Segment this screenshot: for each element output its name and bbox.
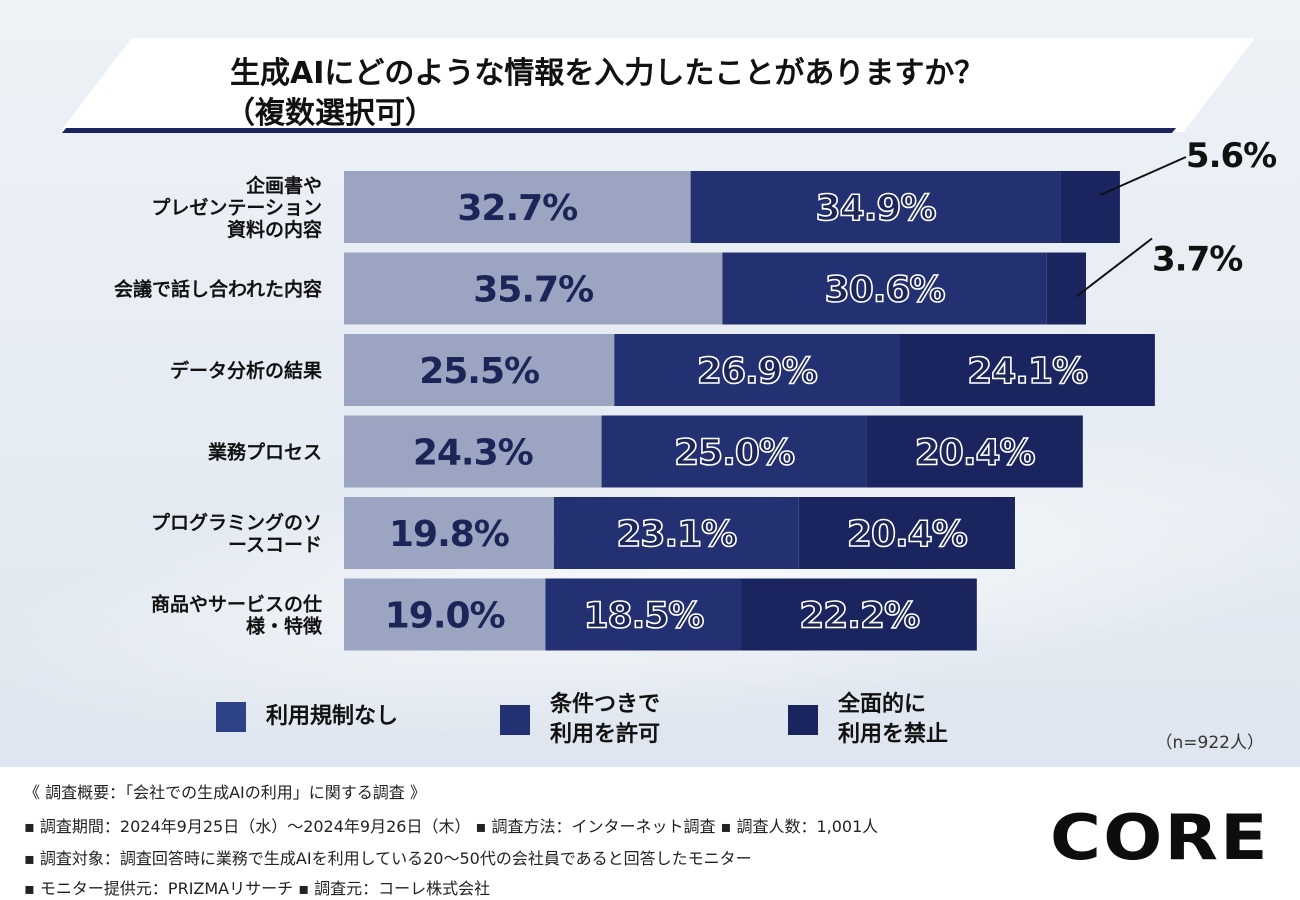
title-banner	[60, 38, 1255, 132]
bar-label-full-ban-outside: 3.7%	[1152, 240, 1242, 280]
bar-segment-no-restriction	[344, 578, 546, 651]
bar-segment-full-ban	[1060, 171, 1120, 243]
bar-label-conditional: 18.5%	[583, 596, 703, 637]
legend-swatch-full-ban	[788, 705, 818, 735]
leader-line	[1075, 237, 1153, 298]
bar-label-full-ban: 22.2%	[799, 596, 919, 637]
bar-label-conditional: 26.9%	[697, 351, 817, 392]
legend-label-full-ban: 全面的に 利用を禁止	[838, 690, 978, 750]
bar-segment-conditional	[601, 415, 867, 488]
bar-label-conditional: 34.9%	[816, 188, 936, 229]
category-label: プログラミングのソースコード	[151, 511, 322, 556]
chart-title: 生成AIにどのような情報を入力したことがありますか？	[230, 56, 985, 91]
core-logo: CORE	[1050, 801, 1270, 874]
legend-swatch-no-restriction	[216, 702, 246, 732]
bar-segment-full-ban	[741, 578, 977, 651]
category-label: データ分析の結果	[170, 359, 322, 382]
bar-segment-conditional	[614, 334, 900, 406]
bar-segment-conditional	[553, 497, 799, 569]
legend-label-conditional-line-1: 条件つきで	[550, 692, 661, 717]
bar-label-no-restriction: 35.7%	[473, 270, 593, 311]
category-label: 企画書やプレゼンテーション資料の内容	[151, 174, 322, 241]
survey-provider: ▪ モニター提供元：PRIZMAリサーチ ▪ 調査元：コーレ株式会社	[24, 879, 491, 898]
legend-item-conditional: 条件つきで 利用を許可	[500, 690, 690, 750]
bar-segment-full-ban	[798, 497, 1015, 569]
survey-period-method-count: ▪ 調査期間：2024年9月25日（水）～2024年9月26日（木） ▪ 調査方…	[24, 817, 879, 836]
legend-swatch-conditional	[500, 705, 530, 735]
bar-segment-conditional	[545, 578, 742, 651]
legend-label-full-ban-line-2: 利用を禁止	[838, 722, 949, 747]
bar-label-full-ban-outside: 5.6%	[1186, 136, 1276, 176]
bar-segment-full-ban	[866, 415, 1083, 488]
legend-label-conditional-line-2: 利用を許可	[550, 722, 661, 747]
legend-item-full-ban: 全面的に 利用を禁止	[788, 690, 978, 750]
bar-segment-no-restriction	[344, 415, 602, 488]
category-label: 会議で話し合われた内容	[114, 278, 322, 301]
legend-label-full-ban-line-1: 全面的に	[838, 692, 927, 717]
bar-segment-no-restriction	[344, 497, 554, 569]
survey-overview-heading: 《 調査概要：「会社での生成AIの利用」に関する調査 》	[24, 783, 426, 802]
bar-label-no-restriction: 24.3%	[413, 433, 533, 474]
bar-label-conditional: 23.1%	[616, 514, 736, 555]
legend-label-no-restriction: 利用規制なし	[266, 704, 399, 729]
bar-segment-conditional	[722, 252, 1047, 325]
bar-segment-full-ban	[1046, 252, 1086, 325]
legend-label-conditional: 条件つきで 利用を許可	[550, 690, 690, 750]
bar-label-no-restriction: 19.8%	[389, 514, 509, 555]
sample-size-note: （n=922人）	[1155, 733, 1264, 753]
survey-footer: 《 調査概要：「会社での生成AIの利用」に関する調査 》 ▪ 調査期間：2024…	[0, 767, 1300, 900]
chart-panel: 生成AIにどのような情報を入力したことがありますか？ （複数選択可） 企画書やプ…	[0, 0, 1300, 767]
legend-item-no-restriction: 利用規制なし	[216, 702, 406, 732]
bar-label-full-ban: 24.1%	[967, 351, 1087, 392]
bar-label-no-restriction: 32.7%	[457, 188, 577, 229]
stacked-bar-chart: 企画書やプレゼンテーション資料の内容 32.7% 34.9% 5.6% 会議で話し合われ…	[114, 136, 1277, 651]
bar-segment-no-restriction	[344, 334, 615, 406]
bar-label-full-ban: 20.4%	[915, 433, 1035, 474]
category-label: 商品やサービスの仕様・特徴	[151, 593, 323, 638]
category-label: 業務プロセス	[207, 441, 322, 464]
bar-label-no-restriction: 25.5%	[419, 351, 539, 392]
survey-target: ▪ 調査対象：調査回答時に業務で生成AIを利用している20～50代の会社員である…	[24, 849, 752, 868]
bar-segment-full-ban	[899, 334, 1155, 406]
bar-label-full-ban: 20.4%	[847, 514, 967, 555]
bar-label-no-restriction: 19.0%	[385, 596, 505, 637]
bar-label-conditional: 25.0%	[674, 433, 794, 474]
bar-segment-conditional	[690, 171, 1061, 243]
bar-label-conditional: 30.6%	[825, 270, 945, 311]
bar-segment-no-restriction	[344, 171, 691, 243]
leader-line	[1099, 156, 1187, 196]
chart-subtitle: （複数選択可）	[225, 96, 435, 131]
bar-segment-no-restriction	[344, 252, 723, 325]
